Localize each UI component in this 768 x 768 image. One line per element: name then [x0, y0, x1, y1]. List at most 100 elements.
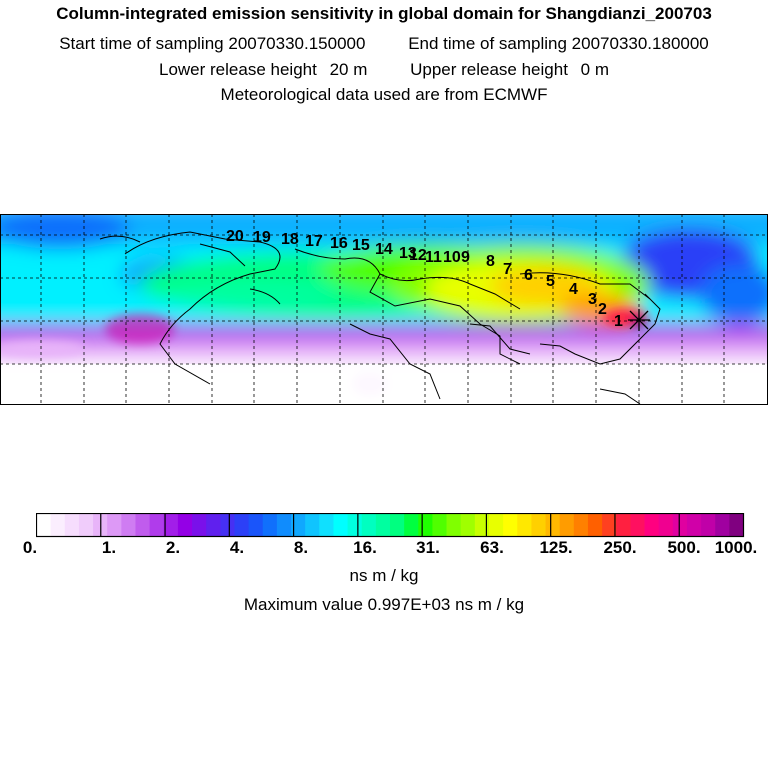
end-time-label: End time of sampling — [408, 34, 567, 53]
colorbar-cell — [729, 513, 744, 537]
colorbar-cell — [545, 513, 561, 537]
colorbar-cell — [587, 513, 603, 537]
colorbar-tick-label: 0. — [22, 538, 38, 557]
trajectory-label: 15 — [352, 237, 370, 254]
colorbar-cell — [248, 513, 264, 537]
trajectory-label: 3 — [588, 291, 597, 308]
colorbar-tick-label: 1000. — [714, 538, 758, 557]
colorbar-cell — [149, 513, 165, 537]
end-time-value: 20070330.180000 — [571, 34, 709, 53]
colorbar-cell — [291, 513, 306, 537]
colorbar-cell — [78, 513, 94, 537]
colorbar-cell — [361, 513, 377, 537]
colorbar-cell — [276, 513, 292, 537]
colorbar-cell — [262, 513, 278, 537]
colorbar — [36, 513, 745, 538]
trajectory-label: 20 — [226, 228, 244, 245]
colorbar-cell — [715, 513, 730, 537]
colorbar-cell — [177, 513, 193, 537]
colorbar-cell — [206, 513, 221, 537]
colorbar-cell — [50, 513, 66, 537]
colorbar-cell — [347, 513, 363, 537]
colorbar-tick-label: 8. — [293, 538, 309, 557]
colorbar-cell — [375, 513, 391, 537]
colorbar-cell — [488, 513, 504, 537]
colorbar-cell — [517, 513, 532, 537]
met-data-line: Meteorological data used are from ECMWF — [220, 85, 548, 104]
lower-release-value: 20 m — [329, 60, 368, 79]
colorbar-cell — [418, 513, 433, 537]
colorbar-cell — [573, 513, 589, 537]
trajectory-label: 2 — [598, 301, 607, 318]
release-height-line: Lower release height 20 m Upper release … — [0, 60, 768, 80]
trajectory-label: 8 — [486, 253, 495, 270]
colorbar-tick-label: 63. — [480, 538, 504, 557]
trajectory-label: 19 — [253, 229, 271, 246]
trajectory-label: 7 — [503, 261, 512, 278]
max-value-unit: ns m / kg — [455, 595, 525, 614]
colorbar-tick-label: 31. — [416, 538, 440, 557]
colorbar-tick-label: 1. — [101, 538, 117, 557]
trajectory-label: 17 — [305, 233, 323, 250]
colorbar-cell — [163, 513, 179, 537]
colorbar-cell — [559, 513, 575, 537]
upper-release-value: 0 m — [580, 60, 609, 79]
colorbar-cell — [432, 513, 447, 537]
colorbar-cell — [234, 513, 249, 537]
colorbar-cell — [658, 513, 674, 537]
colorbar-cell — [686, 513, 702, 537]
upper-release-label: Upper release height — [410, 60, 568, 79]
colorbar-cell — [531, 513, 546, 537]
maximum-value-line: Maximum value 0.997E+03 ns m / kg — [0, 595, 768, 615]
colorbar-tick-label: 16. — [353, 538, 377, 557]
colorbar-tick-label: 4. — [229, 538, 245, 557]
sampling-time-line: Start time of sampling 20070330.150000 E… — [0, 34, 768, 54]
colorbar-cell — [107, 513, 122, 537]
colorbar-cell — [64, 513, 80, 537]
trajectory-label: 13 — [399, 245, 417, 262]
colorbar-tick-label: 250. — [603, 538, 637, 557]
colorbar-cell — [404, 513, 419, 537]
trajectory-label: 1 — [614, 313, 623, 330]
start-time-value: 20070330.150000 — [228, 34, 366, 53]
colorbar-cell — [333, 513, 348, 537]
colorbar-cell — [503, 513, 518, 537]
colorbar-cell — [220, 513, 235, 537]
trajectory-label: 10 — [443, 249, 461, 266]
trajectory-label: 5 — [546, 273, 555, 290]
start-time-label: Start time of sampling — [59, 34, 224, 53]
colorbar-cell — [672, 513, 688, 537]
trajectory-label: 12 — [409, 247, 427, 264]
receptor-marker-icon — [628, 309, 650, 331]
colorbar-cell — [616, 513, 631, 537]
trajectory-label: 9 — [461, 249, 470, 266]
trajectory-label: 16 — [330, 235, 348, 252]
graticule — [0, 214, 768, 404]
max-value-label: Maximum value — [243, 595, 363, 614]
colorbar-cell — [602, 513, 617, 537]
colorbar-cell — [474, 513, 490, 537]
colorbar-cell — [460, 513, 476, 537]
max-value: 0.997E+03 — [367, 595, 451, 614]
colorbar-cell — [630, 513, 645, 537]
colorbar-cell — [446, 513, 462, 537]
colorbar-cell — [36, 513, 52, 537]
colorbar-tick-label: 2. — [165, 538, 181, 557]
plot-title: Column-integrated emission sensitivity i… — [56, 4, 712, 23]
colorbar-cell — [192, 513, 207, 537]
colorbar-tick-label: 125. — [539, 538, 573, 557]
colorbar-cell — [390, 513, 405, 537]
trajectory-label: 14 — [375, 241, 393, 258]
colorbar-cell — [644, 513, 660, 537]
coastlines — [99, 231, 661, 404]
colorbar-cell — [121, 513, 136, 537]
trajectory-label: 11 — [425, 249, 442, 266]
colorbar-cell — [701, 513, 716, 537]
trajectory-label: 4 — [569, 281, 578, 298]
colorbar-unit: ns m / kg — [349, 566, 419, 585]
colorbar-cell — [135, 513, 151, 537]
lower-release-label: Lower release height — [159, 60, 317, 79]
trajectory-label: 6 — [524, 267, 533, 284]
